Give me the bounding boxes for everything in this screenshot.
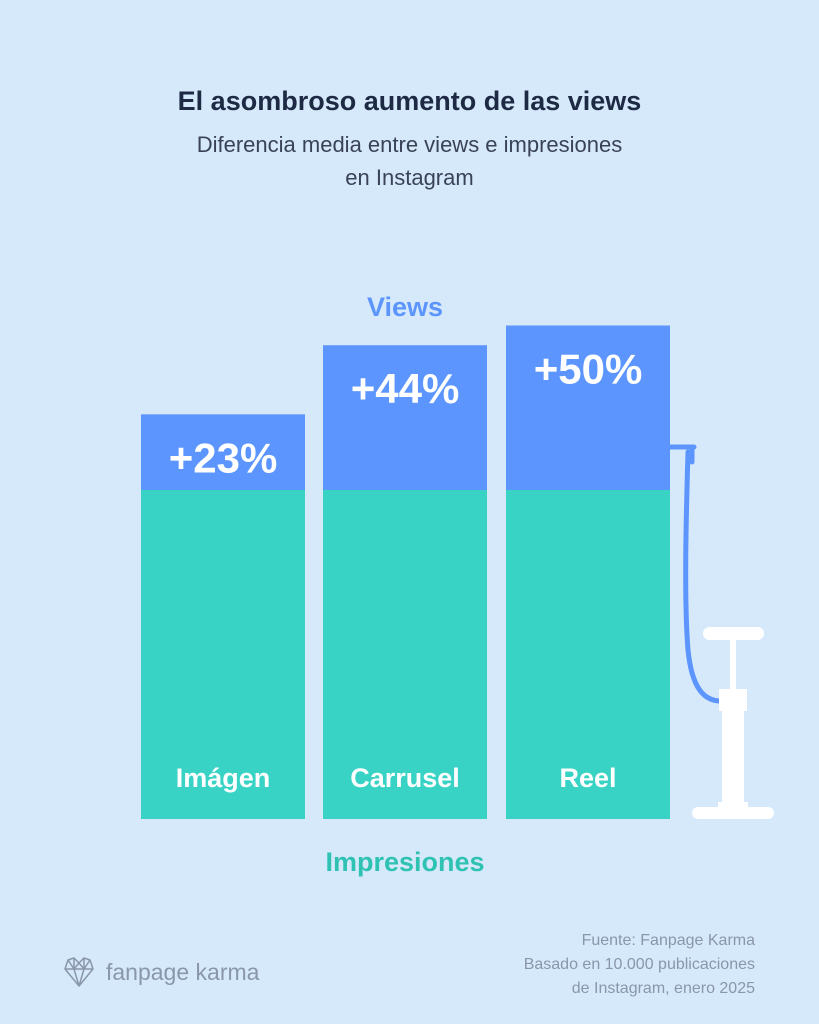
data-label: +44% bbox=[351, 365, 460, 412]
source-note: Fuente: Fanpage Karma Basado en 10.000 p… bbox=[523, 932, 755, 997]
impressions-bar bbox=[506, 490, 670, 819]
logo: fanpage karma bbox=[62, 955, 259, 989]
category-label: Reel bbox=[559, 763, 616, 793]
chart-title: El asombroso aumento de las views bbox=[177, 86, 642, 116]
impressions-bar bbox=[323, 490, 487, 819]
views-bar bbox=[323, 345, 487, 490]
heart-network-icon bbox=[64, 957, 94, 987]
data-label: +23% bbox=[169, 434, 278, 481]
category-label: Carrusel bbox=[350, 763, 460, 793]
views-bar bbox=[141, 414, 305, 490]
data-label: +50% bbox=[534, 346, 643, 393]
chart-subtitle: Diferencia media entre views e impresion… bbox=[196, 132, 623, 190]
views-bar bbox=[506, 325, 670, 490]
category-label: Imágen bbox=[176, 763, 271, 793]
legend-views: Views bbox=[367, 292, 443, 322]
logo-text: fanpage karma bbox=[106, 958, 260, 985]
pump-icon bbox=[667, 444, 774, 819]
legend-impressions: Impresiones bbox=[325, 847, 484, 877]
impressions-bar bbox=[141, 490, 305, 819]
